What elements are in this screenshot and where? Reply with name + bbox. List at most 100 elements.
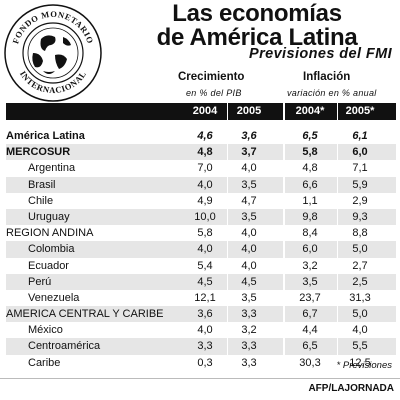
table-cell: 4,0 [241, 243, 257, 256]
table-cell: 4,7 [241, 194, 257, 207]
column-separator [337, 103, 338, 371]
table-cell: 3,5 [241, 291, 257, 304]
table-cell: 9,3 [352, 210, 368, 223]
row-label: Brasil [28, 178, 56, 191]
table-row: AMERICA CENTRAL Y CARIBE 3,6 3,3 6,7 5,0 [6, 306, 396, 323]
table-cell: 4,8 [302, 162, 318, 175]
table-cell: 3,5 [302, 275, 318, 288]
table-row: REGION ANDINA 5,8 4,0 8,4 8,8 [6, 225, 396, 241]
table-cell: 3,6 [241, 130, 257, 142]
title-line-2: de América Latina [156, 24, 358, 51]
table-cell: 30,3 [299, 356, 321, 369]
table-cell: 4,0 [241, 259, 257, 272]
table-cell: 6,0 [302, 243, 318, 256]
row-label: México [28, 324, 63, 337]
table-cell: 3,3 [197, 340, 213, 353]
title-line-1: Las economías [172, 0, 342, 27]
group-subheader-inflation: variación en % anual [287, 88, 377, 98]
table-cell: 2,7 [352, 259, 368, 272]
table-cell: 6,5 [302, 340, 318, 353]
table-cell: 3,3 [241, 308, 257, 321]
table-cell: 4,5 [241, 275, 257, 288]
table-cell: 3,6 [197, 308, 213, 321]
table-cell: 4,0 [352, 324, 368, 337]
table-cell: 1,1 [302, 194, 318, 207]
table-header: 2004 2005 2004* 2005* [6, 103, 396, 120]
credit-divider [0, 378, 400, 379]
table-cell: 7,0 [197, 162, 213, 175]
page-title: Las economías de América Latina [118, 2, 396, 50]
table-row: Brasil 4,0 3,5 6,6 5,9 [6, 176, 396, 193]
group-header-inflation: Inflación [303, 71, 351, 83]
table-cell: 4,9 [197, 194, 213, 207]
table-row: Colombia 4,0 4,0 6,0 5,0 [6, 241, 396, 258]
row-label: AMERICA CENTRAL Y CARIBE [6, 308, 164, 321]
column-header-inflation-2004: 2004* [295, 105, 325, 117]
table-cell: 5,0 [352, 308, 368, 321]
row-label: REGION ANDINA [6, 227, 94, 240]
table-row: Caribe 0,3 3,3 30,3 12,5 [6, 355, 396, 371]
table-cell: 5,0 [352, 243, 368, 256]
row-label: Colombia [28, 243, 75, 256]
table-cell: 2,9 [352, 194, 368, 207]
row-label: Venezuela [28, 291, 80, 304]
table-cell: 4,8 [197, 146, 213, 159]
row-label: Uruguay [28, 210, 70, 223]
table-cell: 5,8 [302, 146, 318, 159]
table-cell: 4,5 [197, 275, 213, 288]
row-label: Argentina [28, 162, 76, 175]
table-row: Perú 4,5 4,5 3,5 2,5 [6, 273, 396, 290]
table-cell: 3,3 [241, 340, 257, 353]
table-cell: 4,0 [241, 227, 257, 240]
column-separator [283, 103, 285, 371]
credit: AFP/LAJORNADA [308, 383, 394, 394]
row-label: Perú [28, 275, 52, 288]
table-cell: 3,5 [241, 210, 257, 223]
table-cell: 23,7 [299, 291, 321, 304]
table-row: Uruguay 10,0 3,5 9,8 9,3 [6, 208, 396, 226]
table-cell: 8,8 [352, 227, 368, 240]
row-label: Chile [28, 194, 54, 207]
table-cell: 3,7 [241, 146, 257, 159]
footnote: * Previsiones [336, 360, 392, 371]
column-header-inflation-2005: 2005* [345, 105, 375, 117]
table-cell: 4,6 [197, 130, 213, 142]
table-cell: 6,5 [302, 130, 318, 142]
table-row: MERCOSUR 4,8 3,7 5,8 6,0 [6, 144, 396, 161]
table-cell: 3,2 [241, 324, 257, 337]
table-cell: 4,0 [197, 243, 213, 256]
table-cell: 5,9 [352, 178, 368, 191]
row-label: Caribe [28, 356, 61, 369]
subtitle: Previsiones del FMI [249, 46, 392, 62]
table-cell: 31,3 [349, 291, 371, 304]
table-row: Argentina 7,0 4,0 4,8 7,1 [6, 160, 396, 176]
table-cell: 4,0 [241, 162, 257, 175]
row-label: América Latina [6, 130, 85, 142]
table-cell: 3,5 [241, 178, 257, 191]
table-cell: 7,1 [352, 162, 368, 175]
table-cell: 2,5 [352, 275, 368, 288]
table-cell: 6,0 [352, 146, 368, 159]
table-row: América Latina 4,6 3,6 6,5 6,1 [6, 128, 396, 144]
row-label: MERCOSUR [6, 146, 71, 159]
table-cell: 4,4 [302, 324, 318, 337]
table-cell: 5,8 [197, 227, 213, 240]
table-row: Ecuador 5,4 4,0 3,2 2,7 [6, 258, 396, 274]
row-label: Centroamérica [28, 340, 101, 353]
table-row: México 4,0 3,2 4,4 4,0 [6, 322, 396, 338]
column-header-growth-2005: 2005 [236, 105, 262, 117]
table-row: Chile 4,9 4,7 1,1 2,9 [6, 193, 396, 209]
table-cell: 10,0 [194, 210, 216, 223]
group-subheader-growth: en % del PIB [186, 88, 242, 98]
table-cell: 6,7 [302, 308, 318, 321]
table-cell: 9,8 [302, 210, 318, 223]
table-cell: 4,0 [197, 324, 213, 337]
table-cell: 5,4 [197, 259, 213, 272]
table-cell: 4,0 [197, 178, 213, 191]
column-header-growth-2004: 2004 [192, 105, 218, 117]
table-cell: 6,1 [352, 130, 368, 142]
table-cell: 12,5 [349, 356, 371, 369]
globe-seal-icon [27, 27, 79, 79]
data-table: 2004 2005 2004* 2005* América Latina 4,6 3… [6, 103, 396, 371]
group-header-growth: Crecimiento [178, 71, 245, 83]
